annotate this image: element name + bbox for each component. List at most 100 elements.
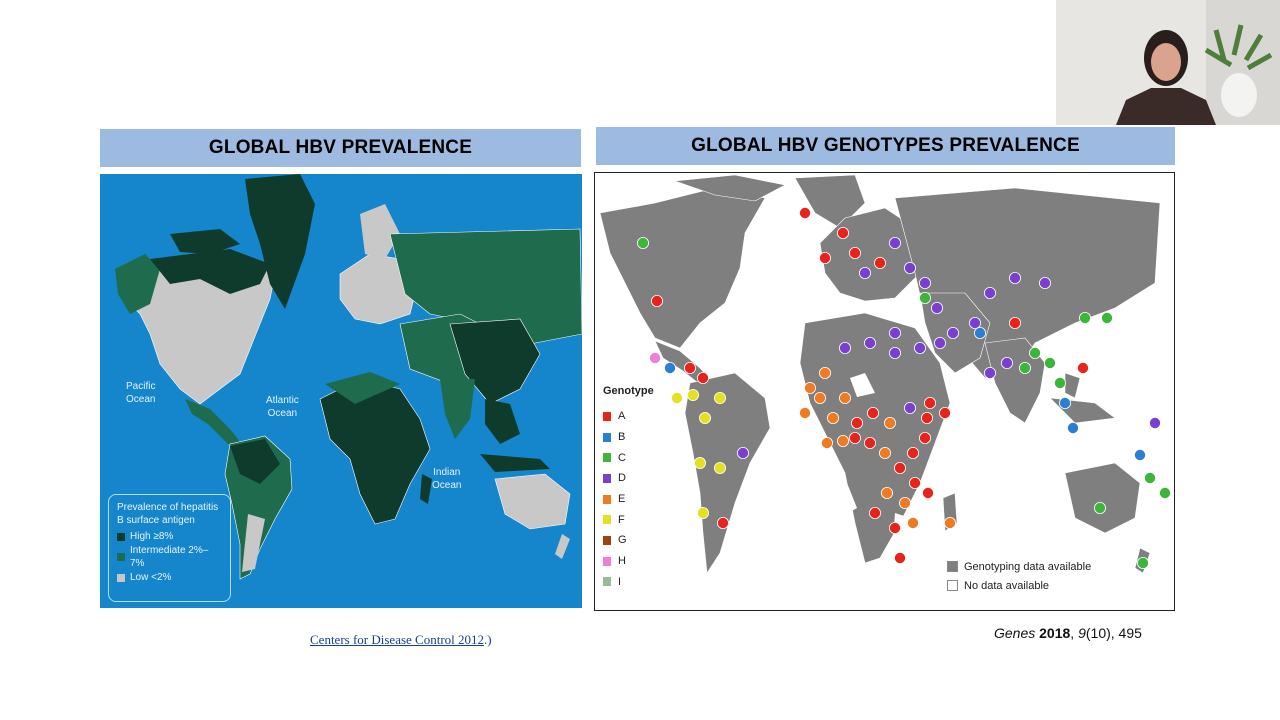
genotype-pie-marker — [968, 316, 981, 329]
data-availability-legend: Genotyping data available No data availa… — [947, 557, 1091, 595]
genotype-item-i: I — [603, 572, 654, 593]
genotype-pie-marker — [1093, 501, 1106, 514]
genotype-pie-marker — [946, 326, 959, 339]
journal-year: 2018 — [1039, 625, 1071, 641]
genotype-pie-marker — [820, 436, 833, 449]
genotype-label: F — [618, 513, 625, 526]
legend-swatch — [117, 553, 125, 561]
global-hbv-genotypes-title: GLOBAL HBV GENOTYPES PREVALENCE — [596, 127, 1175, 165]
genotype-pie-marker — [878, 446, 891, 459]
genotype-pie-marker — [1100, 311, 1113, 324]
genotype-swatch — [603, 411, 611, 421]
cdc-citation-link[interactable]: Centers for Disease Control 2012 — [310, 632, 485, 647]
genotype-pie-marker — [848, 431, 861, 444]
genotype-pie-marker — [920, 411, 933, 424]
genotype-label: B — [618, 431, 626, 444]
genotype-pie-marker — [838, 341, 851, 354]
genotype-pie-marker — [1137, 556, 1150, 569]
genotype-pie-marker — [1058, 396, 1071, 409]
genotype-label: C — [618, 451, 626, 464]
genotype-pie-marker — [848, 247, 861, 260]
journal-volume: 9 — [1078, 625, 1086, 641]
genotype-pie-marker — [906, 446, 919, 459]
genotype-pie-marker — [1066, 421, 1079, 434]
genotype-pie-marker — [923, 396, 936, 409]
genotype-pie-marker — [1000, 356, 1013, 369]
genotype-pie-marker — [888, 521, 901, 534]
genotype-item-e: E — [603, 489, 654, 510]
genotype-item-g: G — [603, 530, 654, 551]
genotype-pie-marker — [888, 346, 901, 359]
legend-label: Low <2% — [130, 572, 172, 583]
genotype-pie-marker — [921, 486, 934, 499]
genotype-item-d: D — [603, 468, 654, 489]
availability-item-available: Genotyping data available — [947, 557, 1091, 576]
genotype-pie-marker — [717, 516, 730, 529]
genotype-swatch — [603, 577, 611, 587]
genotype-pie-marker — [664, 361, 677, 374]
genotype-label: D — [618, 472, 626, 485]
availability-swatch — [947, 561, 958, 572]
cdc-citation-suffix: .) — [484, 632, 492, 647]
genes-journal-citation: Genes 2018, 9(10), 495 — [994, 625, 1142, 641]
genotype-swatch — [603, 432, 611, 442]
genotype-pie-marker — [918, 292, 931, 305]
genotype-pie-marker — [918, 431, 931, 444]
genotype-pie-marker — [863, 336, 876, 349]
genotype-pie-marker — [1134, 448, 1147, 461]
genotype-pie-marker — [1149, 416, 1162, 429]
genotype-pie-marker — [1053, 376, 1066, 389]
genotype-item-b: B — [603, 427, 654, 448]
genotype-pie-marker — [714, 461, 727, 474]
genotype-pie-marker — [1038, 277, 1051, 290]
genotype-pie-marker — [818, 252, 831, 265]
genotype-pie-marker — [697, 506, 710, 519]
genotype-pie-marker — [903, 262, 916, 275]
genotype-pie-marker — [697, 371, 710, 384]
legend-label: Intermediate 2%–7% — [129, 545, 209, 569]
genotype-item-c: C — [603, 447, 654, 468]
genotype-pie-marker — [1159, 486, 1172, 499]
genotype-pie-marker — [836, 227, 849, 240]
genotype-pie-marker — [943, 516, 956, 529]
genotype-pie-marker — [714, 391, 727, 404]
genotype-pie-marker — [1008, 272, 1021, 285]
genotype-pie-marker — [983, 366, 996, 379]
prevalence-legend: Prevalence of hepatitis B surface antige… — [108, 494, 231, 602]
legend-item-intermediate: Intermediate 2%–7% — [117, 544, 222, 570]
genotype-pie-marker — [1043, 356, 1056, 369]
genotype-pie-marker — [883, 416, 896, 429]
legend-swatch — [117, 573, 125, 582]
availability-label: Genotyping data available — [964, 560, 1092, 573]
genotype-swatch — [603, 515, 611, 525]
genotype-pie-marker — [873, 257, 886, 270]
genotype-pie-marker — [938, 406, 951, 419]
genotype-item-a: A — [603, 406, 654, 427]
genotype-pie-marker — [908, 476, 921, 489]
genotype-pie-marker — [836, 434, 849, 447]
genotype-pie-marker — [1008, 316, 1021, 329]
indian-ocean-label: Indian Ocean — [432, 466, 461, 492]
genotype-pie-marker — [736, 446, 749, 459]
genotype-pie-marker — [973, 326, 986, 339]
genotype-label: A — [618, 410, 626, 423]
genotype-pie-marker — [649, 351, 662, 364]
genotype-pie-marker — [1076, 361, 1089, 374]
genotype-pie-marker — [1078, 311, 1091, 324]
genotype-pie-marker — [868, 506, 881, 519]
genotype-pie-marker — [903, 401, 916, 414]
genotype-swatch — [603, 556, 611, 566]
genotype-pie-marker — [651, 295, 664, 308]
genotype-swatch — [603, 453, 611, 463]
genotype-pie-marker — [933, 336, 946, 349]
availability-item-none: No data available — [947, 576, 1091, 595]
genotype-pie-marker — [858, 267, 871, 280]
genotype-pie-marker — [863, 436, 876, 449]
ocean-label: Atlantic Ocean — [266, 395, 299, 419]
legend-label: High ≥8% — [130, 531, 174, 542]
genotype-pie-marker — [684, 361, 697, 374]
genotype-pie-marker — [699, 411, 712, 424]
genotype-pie-marker — [850, 416, 863, 429]
genotype-item-f: F — [603, 509, 654, 530]
ocean-label: Indian Ocean — [432, 467, 462, 491]
